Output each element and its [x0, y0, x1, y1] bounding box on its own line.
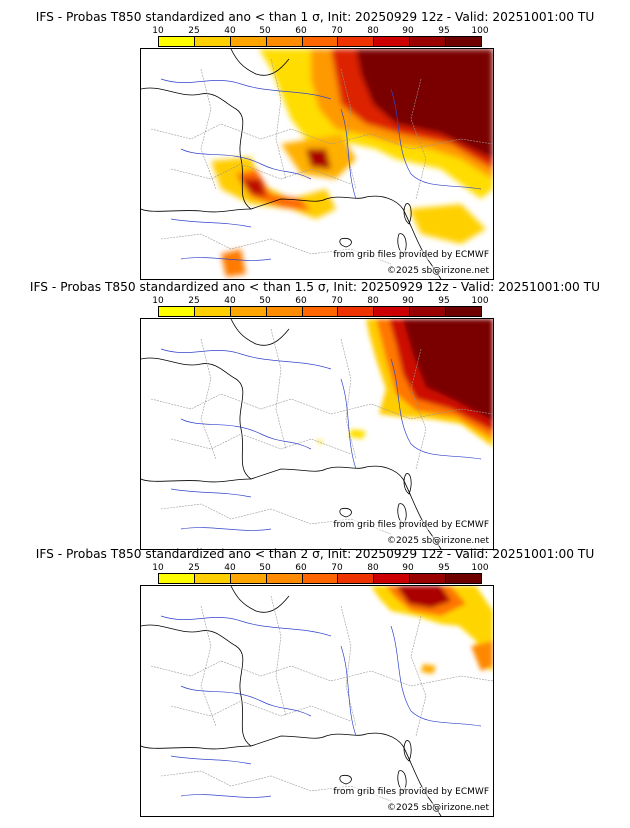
color-scale: 10 25 40 50 60 70 80 90 95 100	[152, 563, 489, 589]
scale-tick: 70	[331, 563, 343, 573]
rivers	[160, 348, 482, 531]
scale-tick: 10	[152, 563, 164, 573]
scale-tick: 90	[402, 26, 414, 36]
color-swatch	[446, 574, 482, 583]
scale-tick: 50	[259, 296, 271, 306]
scale-tick: 60	[295, 563, 307, 573]
color-scale: 10 25 40 50 60 70 80 90 95 100	[152, 26, 489, 52]
probability-field	[316, 319, 493, 447]
color-swatch	[159, 574, 195, 583]
color-bar	[158, 573, 482, 584]
probability-field	[211, 49, 493, 277]
color-swatch	[194, 574, 231, 583]
map-graphic	[141, 319, 493, 549]
scale-tick: 95	[438, 563, 450, 573]
color-swatch	[266, 574, 303, 583]
scale-tick: 95	[438, 296, 450, 306]
color-swatch	[266, 37, 303, 46]
color-swatch	[338, 307, 375, 316]
color-scale: 10 25 40 50 60 70 80 90 95 100	[152, 296, 489, 322]
scale-tick: 25	[188, 563, 200, 573]
scale-tick: 90	[402, 296, 414, 306]
map-area: from grib files provided by ECMWF ©2025 …	[140, 318, 494, 550]
panel-title: IFS - Probas T850 standardized ano < tha…	[29, 280, 601, 294]
scale-tick: 10	[152, 26, 164, 36]
scale-tick: 50	[259, 26, 271, 36]
color-swatch	[410, 574, 447, 583]
color-swatch	[302, 307, 339, 316]
scale-tick: 60	[295, 26, 307, 36]
admin-borders	[150, 595, 493, 802]
color-swatch	[338, 574, 375, 583]
color-swatch	[230, 37, 267, 46]
scale-tick: 50	[259, 563, 271, 573]
scale-tick: 25	[188, 26, 200, 36]
data-source-credit: from grib files provided by ECMWF	[333, 520, 489, 530]
color-swatch	[410, 37, 447, 46]
color-bar	[158, 306, 482, 317]
scale-tick: 10	[152, 296, 164, 306]
color-swatch	[374, 37, 411, 46]
rivers	[160, 78, 482, 261]
coastline	[141, 49, 442, 279]
admin-borders	[150, 328, 493, 535]
scale-tick: 100	[471, 296, 489, 306]
color-swatch	[159, 307, 195, 316]
color-swatch	[159, 37, 195, 46]
color-swatch	[374, 574, 411, 583]
color-swatch	[194, 37, 231, 46]
color-swatch	[302, 37, 339, 46]
color-swatch	[338, 37, 375, 46]
map-graphic	[141, 49, 493, 279]
map-panel-1: IFS - Probas T850 standardized ano < tha…	[0, 10, 630, 280]
map-panel-3: IFS - Probas T850 standardized ano < tha…	[0, 547, 630, 828]
color-swatch	[446, 37, 482, 46]
scale-tick: 25	[188, 296, 200, 306]
probability-field	[371, 586, 493, 674]
map-graphic	[141, 586, 493, 816]
scale-tick: 80	[367, 26, 379, 36]
copyright-credit: ©2025 sb@irizone.net	[387, 803, 489, 813]
scale-tick: 90	[402, 563, 414, 573]
map-panel-2: IFS - Probas T850 standardized ano < tha…	[0, 280, 630, 550]
scale-tick: 40	[224, 26, 236, 36]
rivers	[160, 615, 482, 798]
copyright-credit: ©2025 sb@irizone.net	[387, 536, 489, 546]
color-swatch	[446, 307, 482, 316]
map-area: from grib files provided by ECMWF ©2025 …	[140, 585, 494, 817]
scale-tick: 70	[331, 26, 343, 36]
color-swatch	[230, 307, 267, 316]
scale-tick: 100	[471, 26, 489, 36]
color-swatch	[374, 307, 411, 316]
panel-title: IFS - Probas T850 standardized ano < tha…	[35, 547, 595, 561]
scale-tick: 80	[367, 296, 379, 306]
color-swatch	[194, 307, 231, 316]
data-source-credit: from grib files provided by ECMWF	[333, 787, 489, 797]
color-swatch	[266, 307, 303, 316]
color-swatch	[302, 574, 339, 583]
admin-borders	[150, 58, 493, 265]
map-area: from grib files provided by ECMWF ©2025 …	[140, 48, 494, 280]
scale-tick: 95	[438, 26, 450, 36]
scale-tick: 40	[224, 563, 236, 573]
data-source-credit: from grib files provided by ECMWF	[333, 250, 489, 260]
scale-tick: 100	[471, 563, 489, 573]
color-bar	[158, 36, 482, 47]
coastline	[141, 586, 442, 816]
scale-tick: 40	[224, 296, 236, 306]
color-swatch	[410, 307, 447, 316]
color-swatch	[230, 574, 267, 583]
scale-tick: 60	[295, 296, 307, 306]
copyright-credit: ©2025 sb@irizone.net	[387, 266, 489, 276]
panel-title: IFS - Probas T850 standardized ano < tha…	[35, 10, 595, 24]
scale-tick: 80	[367, 563, 379, 573]
scale-tick: 70	[331, 296, 343, 306]
